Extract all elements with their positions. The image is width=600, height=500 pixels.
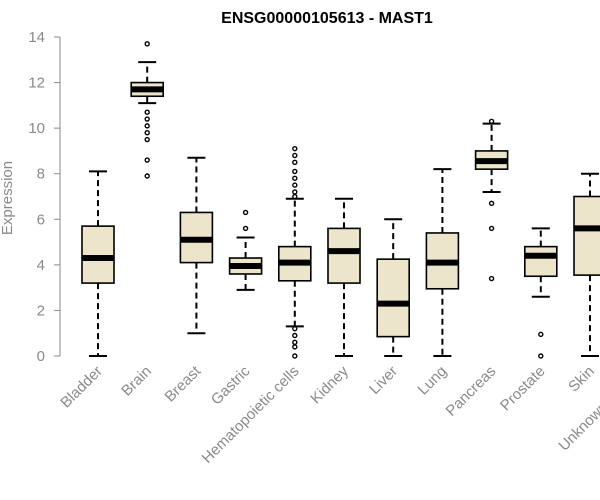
outlier-point <box>292 152 298 159</box>
x-tick-label: Prostate <box>497 363 549 415</box>
y-tick-label: 14 <box>28 29 45 46</box>
outlier-point <box>292 353 298 359</box>
box-series <box>81 41 600 359</box>
outlier-point <box>292 339 298 346</box>
outlier-point <box>292 159 298 166</box>
outlier-point <box>242 209 249 216</box>
x-tick-label: Liver <box>366 363 401 398</box>
outlier-point <box>488 275 495 282</box>
chart-title: ENSG00000105613 - MAST1 <box>221 10 433 27</box>
outlier-point <box>538 331 544 338</box>
outlier-point <box>292 193 298 200</box>
outlier-point <box>488 225 495 232</box>
y-tick-label: 10 <box>28 120 45 137</box>
y-tick-label: 2 <box>37 302 45 319</box>
outlier-point <box>292 325 298 332</box>
outlier-point <box>488 118 495 125</box>
iqr-box <box>81 225 115 284</box>
outlier-point <box>144 129 150 136</box>
iqr-box <box>327 227 361 284</box>
outlier-point <box>292 145 298 152</box>
y-tick-label: 6 <box>37 211 45 228</box>
iqr-box <box>376 258 411 338</box>
y-tick-label: 0 <box>37 348 45 365</box>
y-tick-label: 4 <box>37 257 45 274</box>
outlier-point <box>292 175 298 181</box>
outlier-point <box>144 123 150 129</box>
y-tick-label: 8 <box>37 166 45 183</box>
outlier-point <box>292 332 298 339</box>
y-tick-label: 12 <box>28 75 45 92</box>
box-group <box>376 218 411 357</box>
box-group <box>277 145 312 359</box>
x-tick-label: Lung <box>415 363 451 399</box>
x-tick-label: Hematopoietic cells <box>199 363 303 467</box>
outlier-point <box>144 116 150 122</box>
y-axis: 0 2 4 6 8 10 12 14 <box>28 29 61 365</box>
box-group <box>228 209 263 291</box>
x-tick-label: Bladder <box>57 363 106 412</box>
outlier-point <box>292 182 298 188</box>
x-tick-label: Pancreas <box>443 363 500 420</box>
box-group <box>523 227 558 359</box>
outlier-point <box>292 168 298 175</box>
outlier-point <box>292 189 298 195</box>
x-tick-label: Gastric <box>208 362 254 408</box>
x-tick-label: Skin <box>565 363 598 396</box>
iqr-box <box>573 195 600 276</box>
outlier-point <box>538 353 544 359</box>
outlier-point <box>144 173 150 179</box>
box-group <box>81 170 115 357</box>
outlier-point <box>144 41 150 47</box>
outlier-point <box>488 200 495 207</box>
y-axis-label: Expression <box>0 161 16 235</box>
box-group <box>474 118 509 282</box>
box-group <box>130 41 164 179</box>
outlier-point <box>292 344 298 350</box>
box-group <box>425 168 460 357</box>
box-group <box>327 197 361 357</box>
outlier-point <box>242 225 249 232</box>
outlier-point <box>144 157 150 163</box>
box-group <box>179 156 214 335</box>
x-tick-label: Brain <box>118 363 155 400</box>
iqr-box <box>523 245 558 278</box>
box-group <box>573 172 600 357</box>
outlier-point <box>144 109 150 115</box>
x-tick-label: Kidney <box>307 362 352 407</box>
outlier-point <box>144 136 150 143</box>
x-tick-label: Breast <box>162 362 205 405</box>
